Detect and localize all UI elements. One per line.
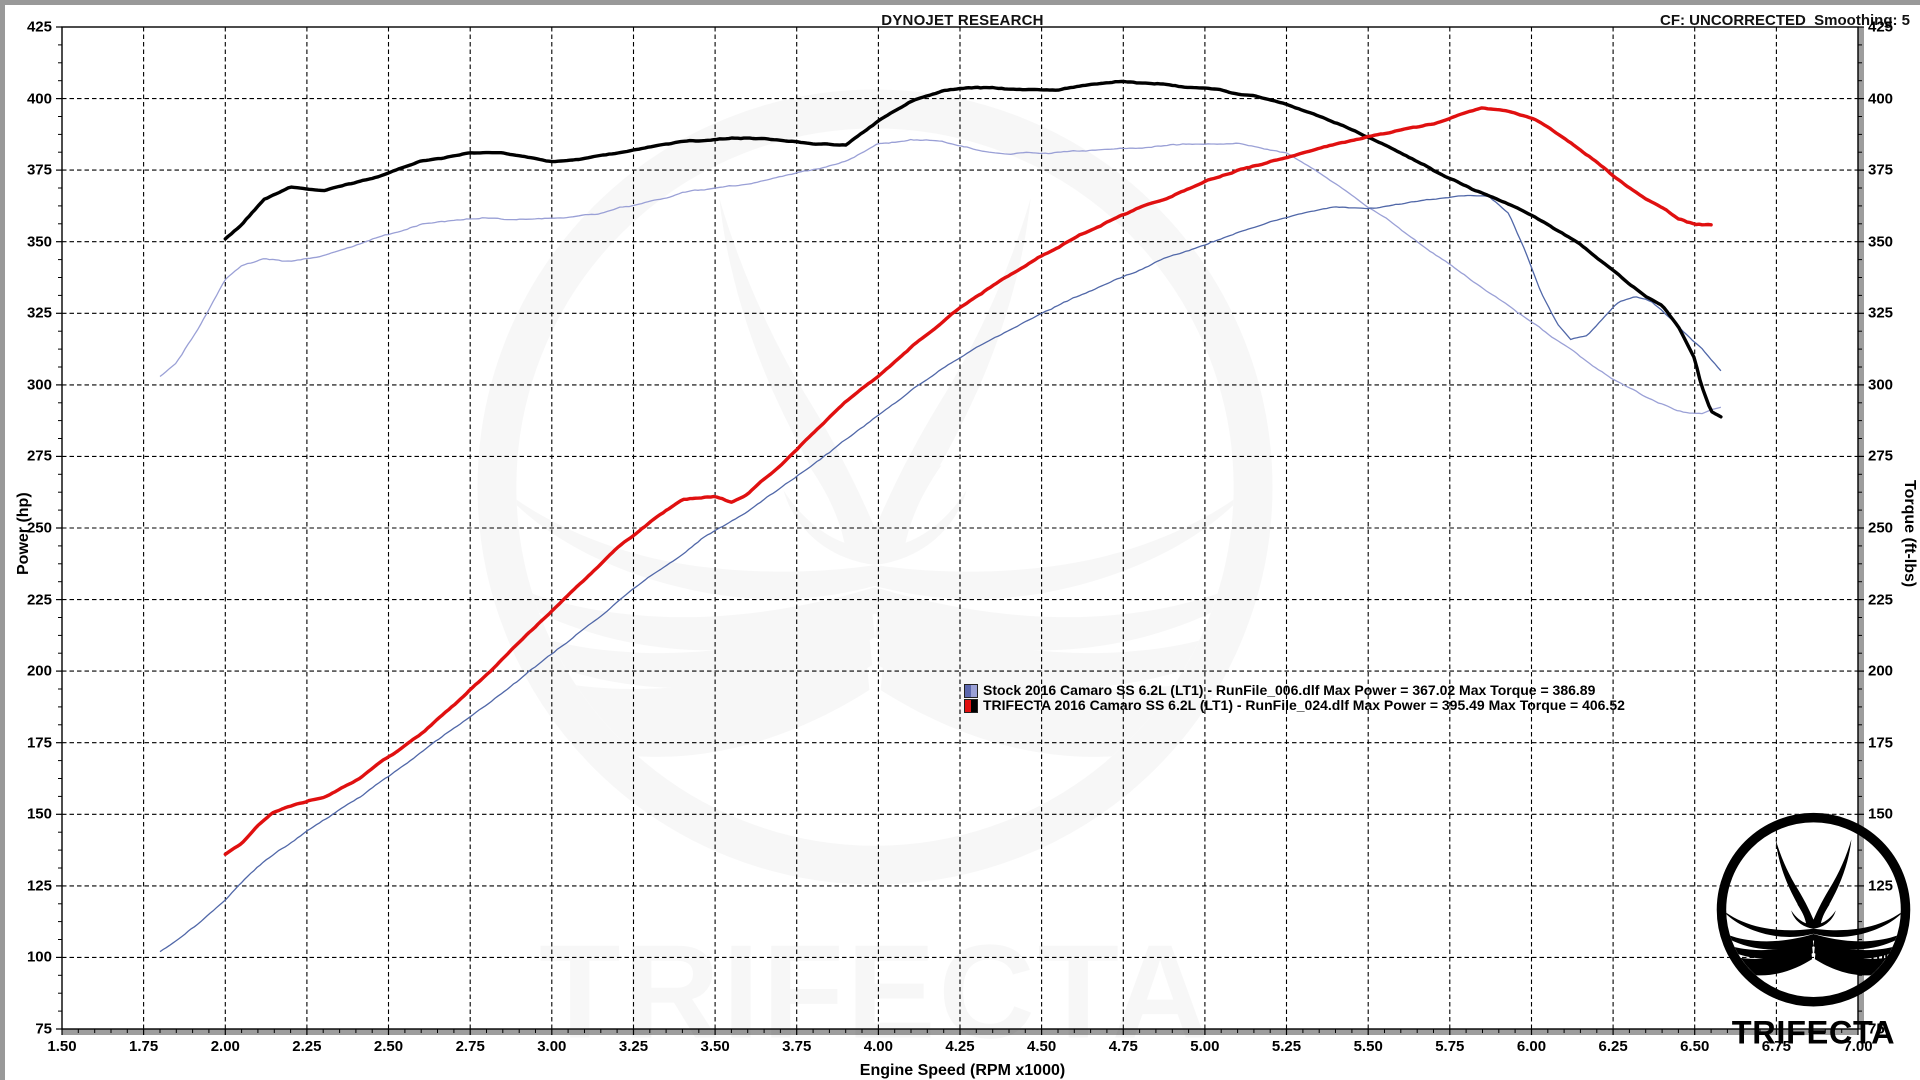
svg-text:TRIFECTA: TRIFECTA — [1732, 1015, 1896, 1051]
